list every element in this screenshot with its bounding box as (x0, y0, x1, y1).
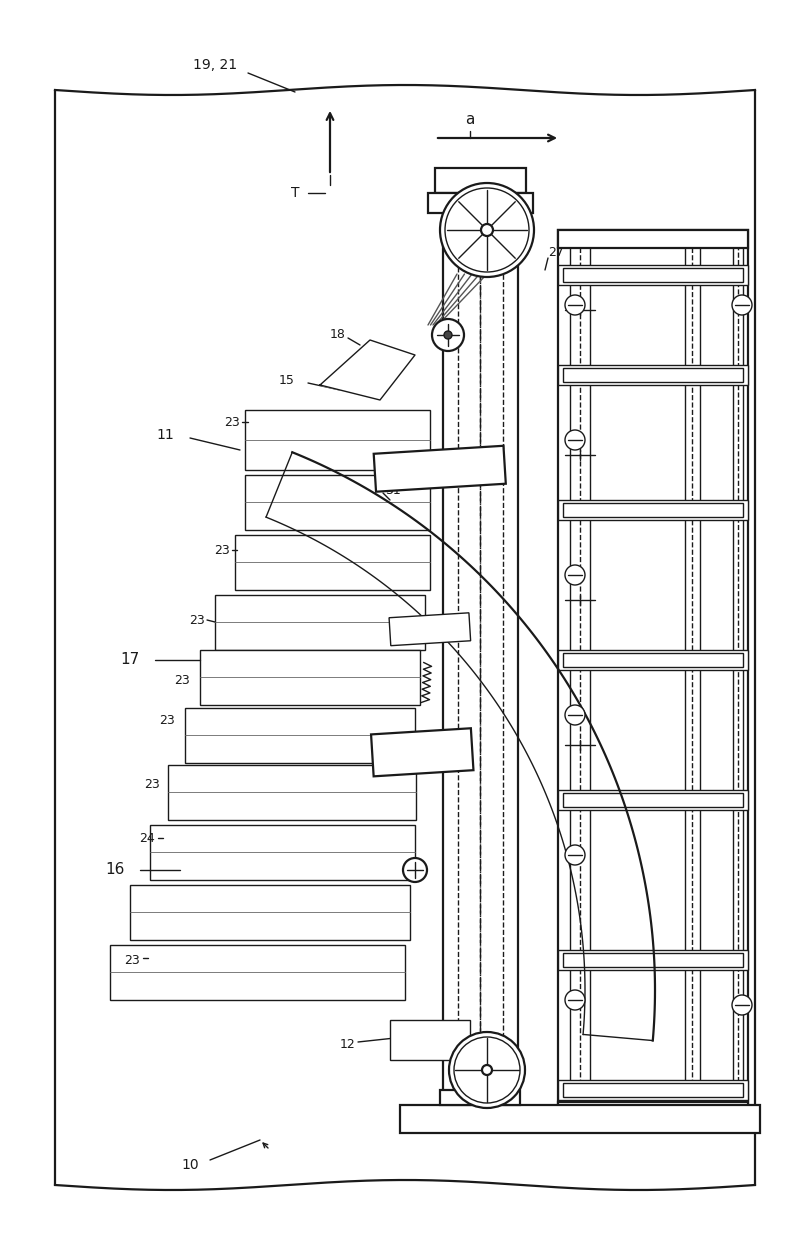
Circle shape (432, 318, 464, 351)
Text: 17: 17 (120, 653, 140, 668)
Text: C: C (492, 1118, 502, 1132)
Bar (200, 650, 420, 705)
Circle shape (565, 430, 585, 450)
Bar (558, 366, 748, 385)
Circle shape (454, 1037, 520, 1103)
Bar (563, 268, 743, 282)
Bar (563, 503, 743, 517)
Text: 23: 23 (214, 544, 230, 556)
Bar (558, 650, 748, 670)
Bar (563, 653, 743, 667)
Circle shape (445, 188, 529, 273)
Text: 16: 16 (106, 862, 125, 877)
Text: 23: 23 (144, 778, 160, 792)
Bar (558, 230, 748, 248)
Bar (558, 501, 748, 520)
Bar (130, 885, 410, 940)
Circle shape (440, 183, 534, 278)
Text: 23: 23 (224, 415, 240, 429)
Circle shape (732, 995, 752, 1015)
Bar (563, 1083, 743, 1097)
Text: 19, 21: 19, 21 (193, 58, 237, 72)
Circle shape (444, 331, 452, 339)
Text: 10: 10 (181, 1158, 199, 1172)
Bar (390, 1020, 470, 1061)
Bar (563, 953, 743, 966)
Text: 23: 23 (190, 613, 205, 627)
Bar (558, 265, 748, 285)
Text: 12: 12 (339, 1038, 355, 1052)
Text: 23: 23 (124, 954, 140, 966)
Circle shape (482, 1066, 492, 1075)
Bar (558, 950, 748, 970)
Bar (168, 764, 416, 820)
Circle shape (565, 705, 585, 725)
Bar (558, 230, 748, 1120)
Circle shape (481, 224, 493, 235)
Bar (563, 793, 743, 807)
Bar (235, 535, 430, 590)
Bar (558, 1080, 748, 1100)
Text: 23: 23 (159, 714, 175, 726)
Circle shape (403, 857, 427, 882)
Text: 15: 15 (279, 373, 295, 387)
Bar (150, 825, 415, 880)
Circle shape (565, 990, 585, 1010)
Text: 27: 27 (548, 247, 564, 259)
Circle shape (565, 845, 585, 865)
Bar (185, 707, 415, 763)
Bar (428, 193, 533, 213)
Circle shape (565, 295, 585, 315)
Circle shape (565, 565, 585, 585)
Bar (440, 1090, 520, 1105)
Bar (110, 945, 405, 1000)
Bar (245, 475, 430, 530)
Text: 18: 18 (330, 328, 346, 342)
Bar (558, 790, 748, 810)
Text: 30: 30 (385, 733, 401, 747)
Text: 20: 20 (565, 264, 581, 276)
Bar (245, 410, 430, 470)
Bar (215, 595, 425, 650)
Text: 23: 23 (174, 674, 190, 686)
Bar (371, 729, 474, 777)
Circle shape (732, 295, 752, 315)
Bar (374, 446, 506, 492)
Bar (558, 1101, 748, 1120)
Text: T: T (290, 186, 299, 199)
Bar (435, 169, 526, 193)
Circle shape (449, 1032, 525, 1108)
Polygon shape (320, 339, 415, 400)
Text: 24: 24 (139, 831, 155, 845)
Bar (563, 368, 743, 382)
Bar (389, 613, 470, 646)
Text: a: a (466, 113, 474, 128)
Text: 31: 31 (385, 483, 401, 497)
Text: 11: 11 (156, 427, 174, 442)
Bar (400, 1105, 760, 1132)
